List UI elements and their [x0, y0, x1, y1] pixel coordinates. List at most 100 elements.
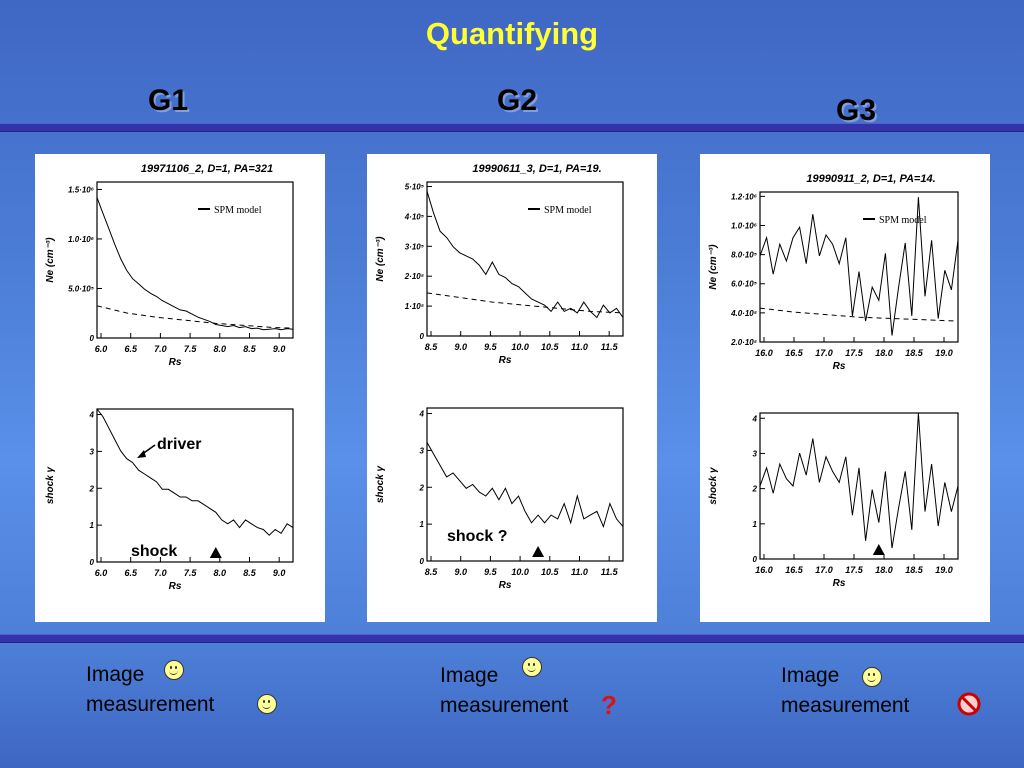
y-tick-label: 3 — [90, 447, 95, 456]
model-line — [759, 307, 959, 322]
no-entry-icon — [957, 692, 981, 716]
x-tick-label: 18.0 — [875, 348, 893, 358]
legend-label: SPM model — [214, 205, 262, 216]
smiley-icon — [257, 694, 277, 714]
x-tick-label: 19.0 — [935, 348, 953, 358]
y-tick-label: 0 — [90, 334, 95, 343]
x-tick-label: 11.5 — [601, 567, 619, 577]
x-tick-label: 8.0 — [214, 568, 227, 578]
y-tick-label: 2.0·10⁵ — [730, 338, 757, 347]
annotation-shock: shock ? — [447, 528, 507, 545]
x-tick-label: 16.0 — [755, 565, 773, 575]
y-tick-label: 4 — [752, 414, 758, 423]
bottom-divider — [0, 634, 1024, 643]
y-axis-label: Ne (cm⁻³) — [708, 244, 719, 290]
y-tick-label: 1.0·10⁶ — [68, 235, 94, 244]
y-axis-label: Ne (cm⁻³) — [375, 236, 386, 282]
y-tick-label: 4.0·10⁵ — [730, 309, 757, 318]
x-tick-label: 17.5 — [845, 565, 864, 575]
y-tick-label: 0 — [420, 332, 425, 341]
x-axis-label: Rs — [833, 578, 846, 589]
slide-title: Quantifying — [425, 16, 599, 51]
x-tick-label: 9.0 — [454, 342, 467, 352]
chart-title: 19971106_2, D=1, PA=321 — [141, 163, 273, 175]
data-line — [759, 197, 959, 336]
x-tick-label: 7.5 — [184, 344, 198, 354]
caption-g1-image: Image — [86, 663, 145, 686]
y-tick-label: 3 — [753, 449, 758, 458]
x-tick-label: 18.0 — [875, 565, 893, 575]
shock-marker — [872, 544, 885, 555]
top-divider — [0, 123, 1024, 132]
y-axis-label: shock γ — [708, 466, 719, 505]
shock-marker — [209, 547, 222, 558]
chart-title: 19990911_2, D=1, PA=14. — [806, 173, 935, 185]
y-tick-label: 0 — [90, 558, 95, 567]
plot-frame — [96, 408, 294, 563]
y-tick-label: 1 — [753, 520, 758, 529]
y-axis-label: shock γ — [375, 464, 386, 503]
caption-g1-measurement: measurement — [86, 693, 215, 716]
plot-frame — [426, 181, 624, 337]
y-tick-label: 1·10⁵ — [405, 302, 424, 311]
chart-panel-g2-density: 19990611_3, D=1, PA=19. 8.5 9.0 9.5 10.0 10.5… — [375, 163, 624, 366]
x-tick-label: 11.0 — [571, 342, 588, 352]
y-tick-label: 4 — [419, 410, 425, 419]
legend-label: SPM model — [879, 215, 927, 226]
x-tick-label: 8.5 — [425, 567, 439, 577]
caption-g3-image: Image — [781, 664, 840, 687]
y-tick-label: 3·10⁵ — [405, 242, 424, 251]
plot-frame — [96, 181, 294, 339]
chart-card-g1: 19971106_2, D=1, PA=321 6.0 6.5 7.0 7.5 8.0 8.… — [35, 154, 325, 622]
x-tick-label: 16.5 — [785, 565, 804, 575]
question-mark-icon: ? — [601, 690, 617, 720]
annotation-driver: driver — [157, 436, 201, 453]
x-axis-label: Rs — [169, 357, 182, 368]
x-tick-label: 9.0 — [273, 568, 286, 578]
chart-title: 19990611_3, D=1, PA=19. — [472, 163, 601, 175]
plot-frame — [759, 191, 959, 343]
y-axis-label: shock γ — [45, 465, 56, 504]
model-line — [426, 292, 624, 314]
x-tick-label: 6.5 — [124, 344, 138, 354]
x-tick-label: 16.5 — [785, 348, 804, 358]
y-tick-label: 1.0·10⁶ — [731, 221, 757, 230]
annotation-arrowhead — [137, 450, 146, 458]
y-tick-label: 4·10⁵ — [404, 212, 424, 221]
x-tick-label: 9.5 — [484, 567, 498, 577]
x-tick-label: 17.0 — [815, 348, 833, 358]
x-tick-label: 8.5 — [243, 568, 257, 578]
group-label-g1: G1 — [148, 84, 189, 117]
y-tick-label: 1 — [420, 520, 425, 529]
x-tick-label: 17.0 — [815, 565, 833, 575]
y-tick-label: 5·10⁵ — [405, 182, 424, 191]
legend-label: SPM model — [544, 205, 592, 216]
caption-g2-image: Image — [440, 664, 499, 687]
shock-marker — [532, 546, 545, 557]
caption-g1: Image measurement — [86, 660, 214, 720]
y-tick-label: 2 — [419, 483, 425, 492]
x-tick-label: 6.0 — [95, 344, 108, 354]
chart-svg-g2: 19990611_3, D=1, PA=19. 8.5 9.0 9.5 10.0 10.5… — [375, 163, 624, 591]
y-tick-label: 1.5·10⁶ — [68, 185, 94, 194]
y-tick-label: 4 — [89, 411, 95, 420]
y-tick-label: 6.0·10⁵ — [731, 280, 757, 289]
x-tick-label: 10.5 — [541, 567, 560, 577]
x-axis-label: Rs — [169, 581, 182, 592]
y-tick-label: 1.2·10⁶ — [731, 192, 757, 201]
y-axis-label: Ne (cm⁻³) — [45, 237, 56, 283]
x-tick-label: 9.5 — [484, 342, 498, 352]
plot-frame — [426, 407, 624, 562]
smiley-icon — [862, 667, 882, 687]
chart-panel-g1-shock: 6.0 6.5 7.0 7.5 8.0 8.5 9.0 Rs 0 1 2 3 4 shock γ drive… — [45, 408, 294, 592]
data-line — [96, 408, 294, 536]
x-tick-label: 11.0 — [571, 567, 588, 577]
chart-panel-g3-shock: 16.0 16.5 17.0 17.5 18.0 18.5 19.0 Rs 0 1 2 3 4 shock… — [708, 412, 959, 589]
x-tick-label: 11.5 — [601, 342, 619, 352]
y-tick-label: 2 — [752, 485, 758, 494]
data-line — [759, 412, 959, 549]
x-tick-label: 6.5 — [124, 568, 138, 578]
x-tick-label: 10.0 — [511, 567, 529, 577]
x-tick-label: 9.0 — [454, 567, 467, 577]
y-tick-label: 2·10⁵ — [404, 272, 424, 281]
